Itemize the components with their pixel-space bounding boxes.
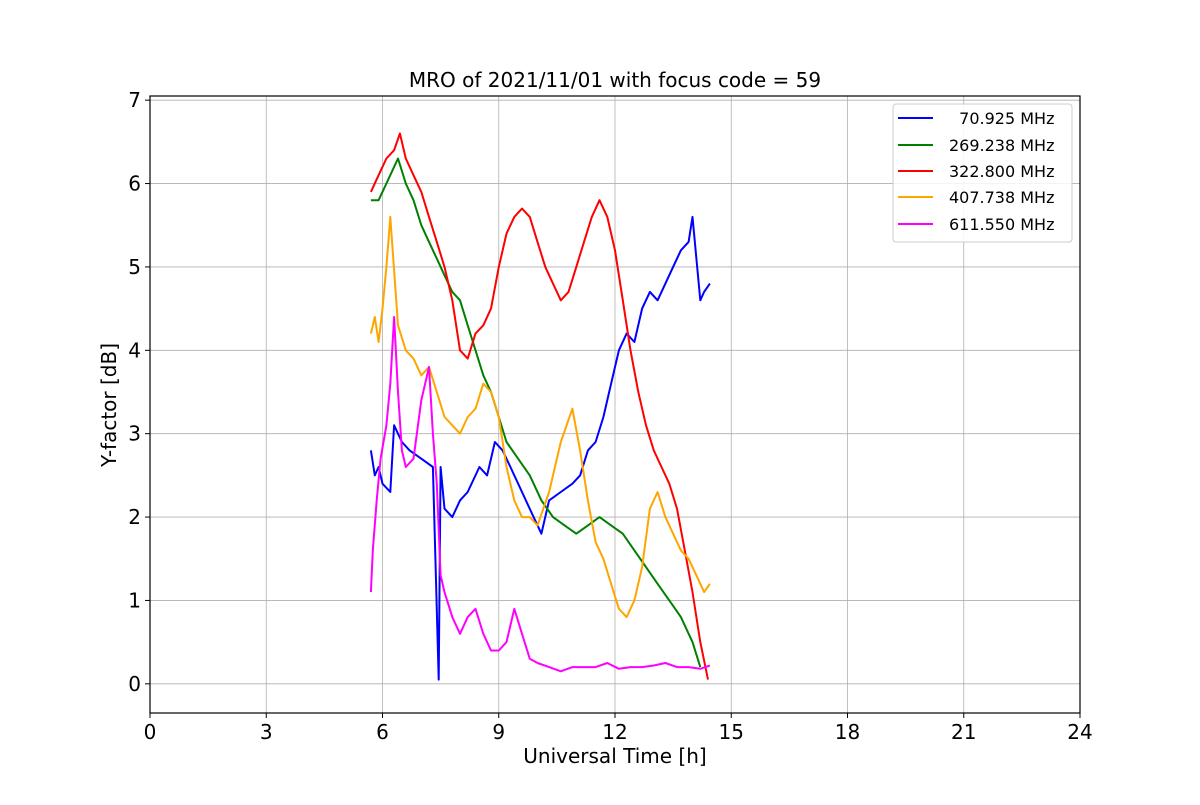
chart-title: MRO of 2021/11/01 with focus code = 59 (409, 68, 821, 92)
legend-label-3: 407.738 MHz (949, 188, 1054, 207)
series-line-3 (369, 215, 711, 619)
x-tick-label-7: 21 (951, 720, 976, 744)
series-line-2 (369, 132, 709, 680)
legend-label-4: 611.550 MHz (949, 215, 1054, 234)
x-tick-label-3: 9 (492, 720, 505, 744)
x-tick-label-5: 15 (719, 720, 744, 744)
y-tick-label-1: 1 (128, 588, 141, 612)
legend-box (892, 103, 1073, 243)
y-tick-label-2: 2 (128, 505, 141, 529)
y-axis-label: Y-factor [dB] (97, 343, 121, 468)
x-tick-label-0: 0 (144, 720, 157, 744)
legend: 70.925 MHz 269.238 MHz 322.800 MHz 407.7… (892, 103, 1073, 243)
series-line-0 (369, 215, 711, 681)
x-tick-label-6: 18 (835, 720, 860, 744)
legend-label-2: 322.800 MHz (949, 162, 1054, 181)
y-tick-label-7: 7 (128, 88, 141, 112)
y-tick-label-4: 4 (128, 338, 141, 362)
y-tick-label-5: 5 (128, 255, 141, 279)
x-tick-label-8: 24 (1067, 720, 1092, 744)
x-tick-label-4: 12 (602, 720, 627, 744)
y-tick-label-6: 6 (128, 172, 141, 196)
series-line-4 (369, 316, 711, 673)
legend-label-0: 70.925 MHz (949, 109, 1054, 128)
y-tick-label-3: 3 (128, 422, 141, 446)
x-axis-label: Universal Time [h] (523, 744, 706, 768)
y-tick-label-0: 0 (128, 672, 141, 696)
x-tick-label-2: 6 (376, 720, 389, 744)
series-line-1 (370, 157, 702, 668)
x-tick-label-1: 3 (260, 720, 273, 744)
legend-label-1: 269.238 MHz (949, 136, 1054, 155)
series-lines (369, 132, 711, 681)
